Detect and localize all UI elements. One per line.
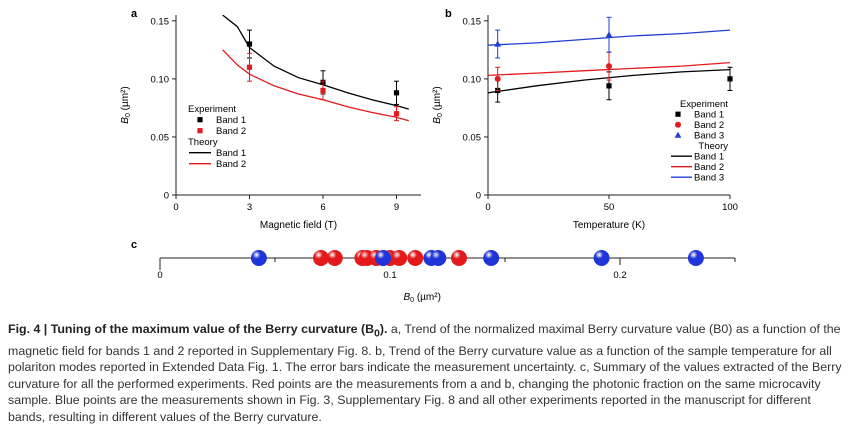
legend-label: Band 2	[216, 159, 246, 170]
legend-title-theory: Theory	[188, 137, 218, 148]
blue-ball	[375, 250, 392, 266]
y-tick-label: 0.15	[151, 16, 170, 27]
data-point	[494, 40, 502, 47]
legend-label: Band 1	[216, 148, 246, 159]
blue-ball	[687, 250, 704, 266]
legend-label: Band 1	[694, 152, 724, 163]
data-point	[494, 75, 501, 82]
caption-body: a, Trend of the normalized maximal Berry…	[8, 322, 842, 424]
c-tick-label: 0.2	[613, 270, 626, 281]
data-point	[393, 111, 400, 117]
y-tick-label: 0.15	[463, 16, 482, 27]
legend-marker	[197, 128, 203, 134]
legend-marker	[197, 117, 203, 123]
red-ball	[326, 250, 343, 266]
legend-marker	[674, 131, 682, 138]
data-point	[320, 87, 326, 94]
x-axis-label: Magnetic field (T)	[260, 220, 337, 231]
blue-ball	[593, 250, 610, 266]
red-ball	[313, 250, 329, 266]
y-tick-label: 0.10	[463, 74, 482, 85]
legend-marker	[675, 121, 681, 128]
legend-label: Band 3	[694, 131, 724, 142]
x-tick-label: 6	[320, 202, 325, 213]
data-point	[606, 63, 612, 70]
red-ball	[407, 250, 424, 266]
blue-ball	[430, 250, 447, 266]
theory-curve	[222, 49, 409, 122]
theory-curve	[222, 15, 409, 110]
panel-c-chart: 0 0.1 0.2 B0 (µm²)	[157, 250, 736, 304]
legend-label: Band 1	[216, 115, 246, 126]
y-axis-label: B0 (µm²)	[120, 86, 132, 123]
legend-label: Band 1	[694, 110, 724, 121]
x-tick-label: 100	[722, 202, 738, 213]
x-tick-label: 0	[485, 202, 490, 213]
x-axis-label: Temperature (K)	[573, 220, 645, 231]
red-ball	[451, 250, 467, 266]
c-tick-label: 0	[157, 270, 162, 281]
panel-label-a: a	[131, 8, 138, 20]
data-point	[605, 31, 613, 38]
panel-label-b: b	[445, 8, 452, 20]
data-point	[246, 41, 253, 47]
blue-ball	[483, 250, 500, 266]
x-tick-label: 9	[394, 202, 399, 213]
data-point	[606, 83, 612, 89]
blue-ball	[250, 250, 267, 266]
legend-label: Band 2	[694, 162, 724, 173]
legend-title-theory: Theory	[698, 141, 728, 152]
c-tick-label: 0.1	[383, 270, 396, 281]
y-tick-label: 0.05	[463, 132, 482, 143]
panel-a-chart: 0 0.05 0.10 0.15 0 3 6 9 Magnetic field (T) B0 (µ…	[120, 15, 421, 231]
figure-caption: Fig. 4 | Tuning of the maximum value of …	[8, 321, 850, 425]
data-point	[393, 90, 400, 96]
red-ball	[391, 250, 408, 266]
y-tick-label: 0	[476, 191, 481, 202]
panel-b-chart: 0 0.05 0.10 0.15 0 50 100 Temperature (K) B0 (µm…	[432, 15, 738, 231]
x-tick-label: 50	[604, 202, 615, 213]
legend-title-experiment: Experiment	[680, 99, 728, 110]
y-tick-label: 0.10	[151, 74, 170, 85]
panel-label-c: c	[131, 239, 137, 251]
legend-marker	[675, 111, 681, 117]
data-point	[727, 76, 733, 82]
y-tick-label: 0.05	[151, 132, 170, 143]
x-tick-label: 0	[173, 202, 178, 213]
legend-label: Band 2	[216, 126, 246, 137]
legend-label: Band 3	[694, 173, 724, 184]
x-tick-label: 3	[247, 202, 252, 213]
caption-lead-sub: 0	[374, 328, 380, 340]
caption-lead: Fig. 4 | Tuning of the maximum value of …	[8, 322, 375, 336]
y-tick-label: 0	[164, 191, 169, 202]
c-axis-label: B0 (µm²)	[403, 292, 440, 304]
legend-label: Band 2	[694, 120, 724, 131]
caption-lead-end: ).	[379, 322, 388, 336]
data-point	[246, 64, 253, 70]
y-axis-label: B0 (µm²)	[432, 86, 444, 123]
legend-title-experiment: Experiment	[188, 104, 236, 115]
